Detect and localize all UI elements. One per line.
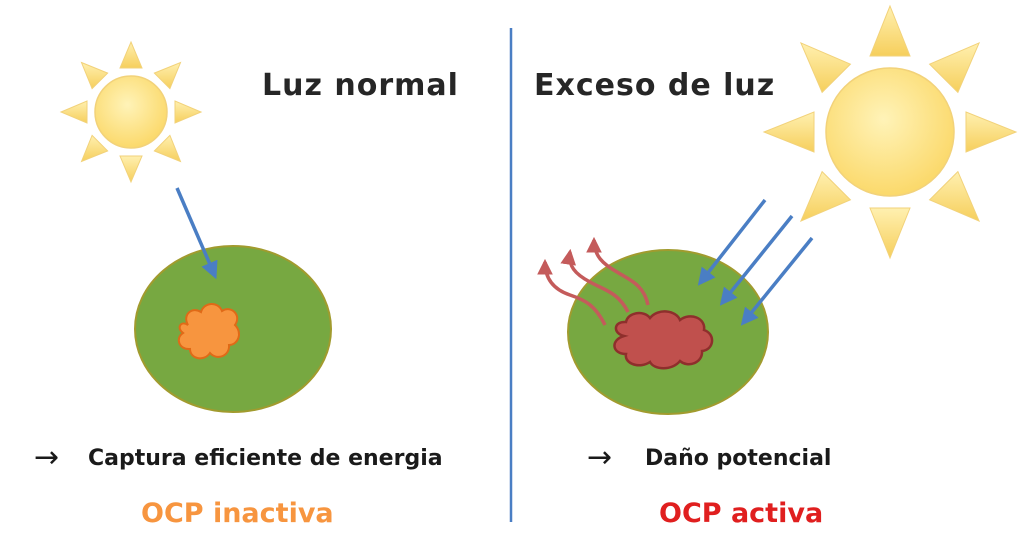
sun-ray — [869, 4, 911, 57]
sun-ray — [80, 61, 109, 90]
light-arrow-excess-3 — [740, 236, 814, 326]
caption-potential-damage: Daño potencial — [645, 446, 832, 471]
sun-ray — [965, 111, 1018, 153]
heat-arrow-2 — [560, 248, 630, 313]
state-ocp-inactive: OCP inactiva — [141, 498, 334, 529]
sun-disc — [94, 75, 168, 149]
sun-icon-small — [59, 40, 203, 184]
sun-ray — [80, 134, 109, 163]
sun-ray — [59, 100, 88, 124]
light-arrow-excess-2 — [719, 214, 794, 306]
state-ocp-active: OCP activa — [659, 498, 824, 529]
sun-ray — [869, 207, 911, 260]
sun-ray — [153, 61, 182, 90]
ocp-active-blob — [613, 310, 714, 370]
heat-arrow-3 — [586, 236, 650, 306]
sun-ray — [799, 41, 852, 94]
caption-efficient-capture: Captura eficiente de energia — [88, 446, 443, 471]
light-arrow-normal — [175, 187, 218, 280]
sun-ray — [928, 41, 981, 94]
sun-disc — [825, 67, 955, 197]
heat-arrow-1 — [537, 258, 607, 326]
heading-excess-light: Exceso de luz — [534, 68, 776, 103]
sun-ray — [762, 111, 815, 153]
sun-ray — [119, 40, 143, 69]
sun-ray — [119, 155, 143, 184]
sun-icon-large — [762, 4, 1018, 260]
arrow-right-icon: → — [34, 440, 60, 475]
sun-ray — [174, 100, 203, 124]
ocp-inactive-blob — [177, 303, 240, 360]
arrow-right-icon: → — [587, 440, 613, 475]
light-arrow-excess-1 — [697, 198, 767, 286]
heading-normal-light: Luz normal — [262, 68, 459, 103]
sun-ray — [928, 170, 981, 223]
sun-ray — [153, 134, 182, 163]
sun-ray — [799, 170, 852, 223]
